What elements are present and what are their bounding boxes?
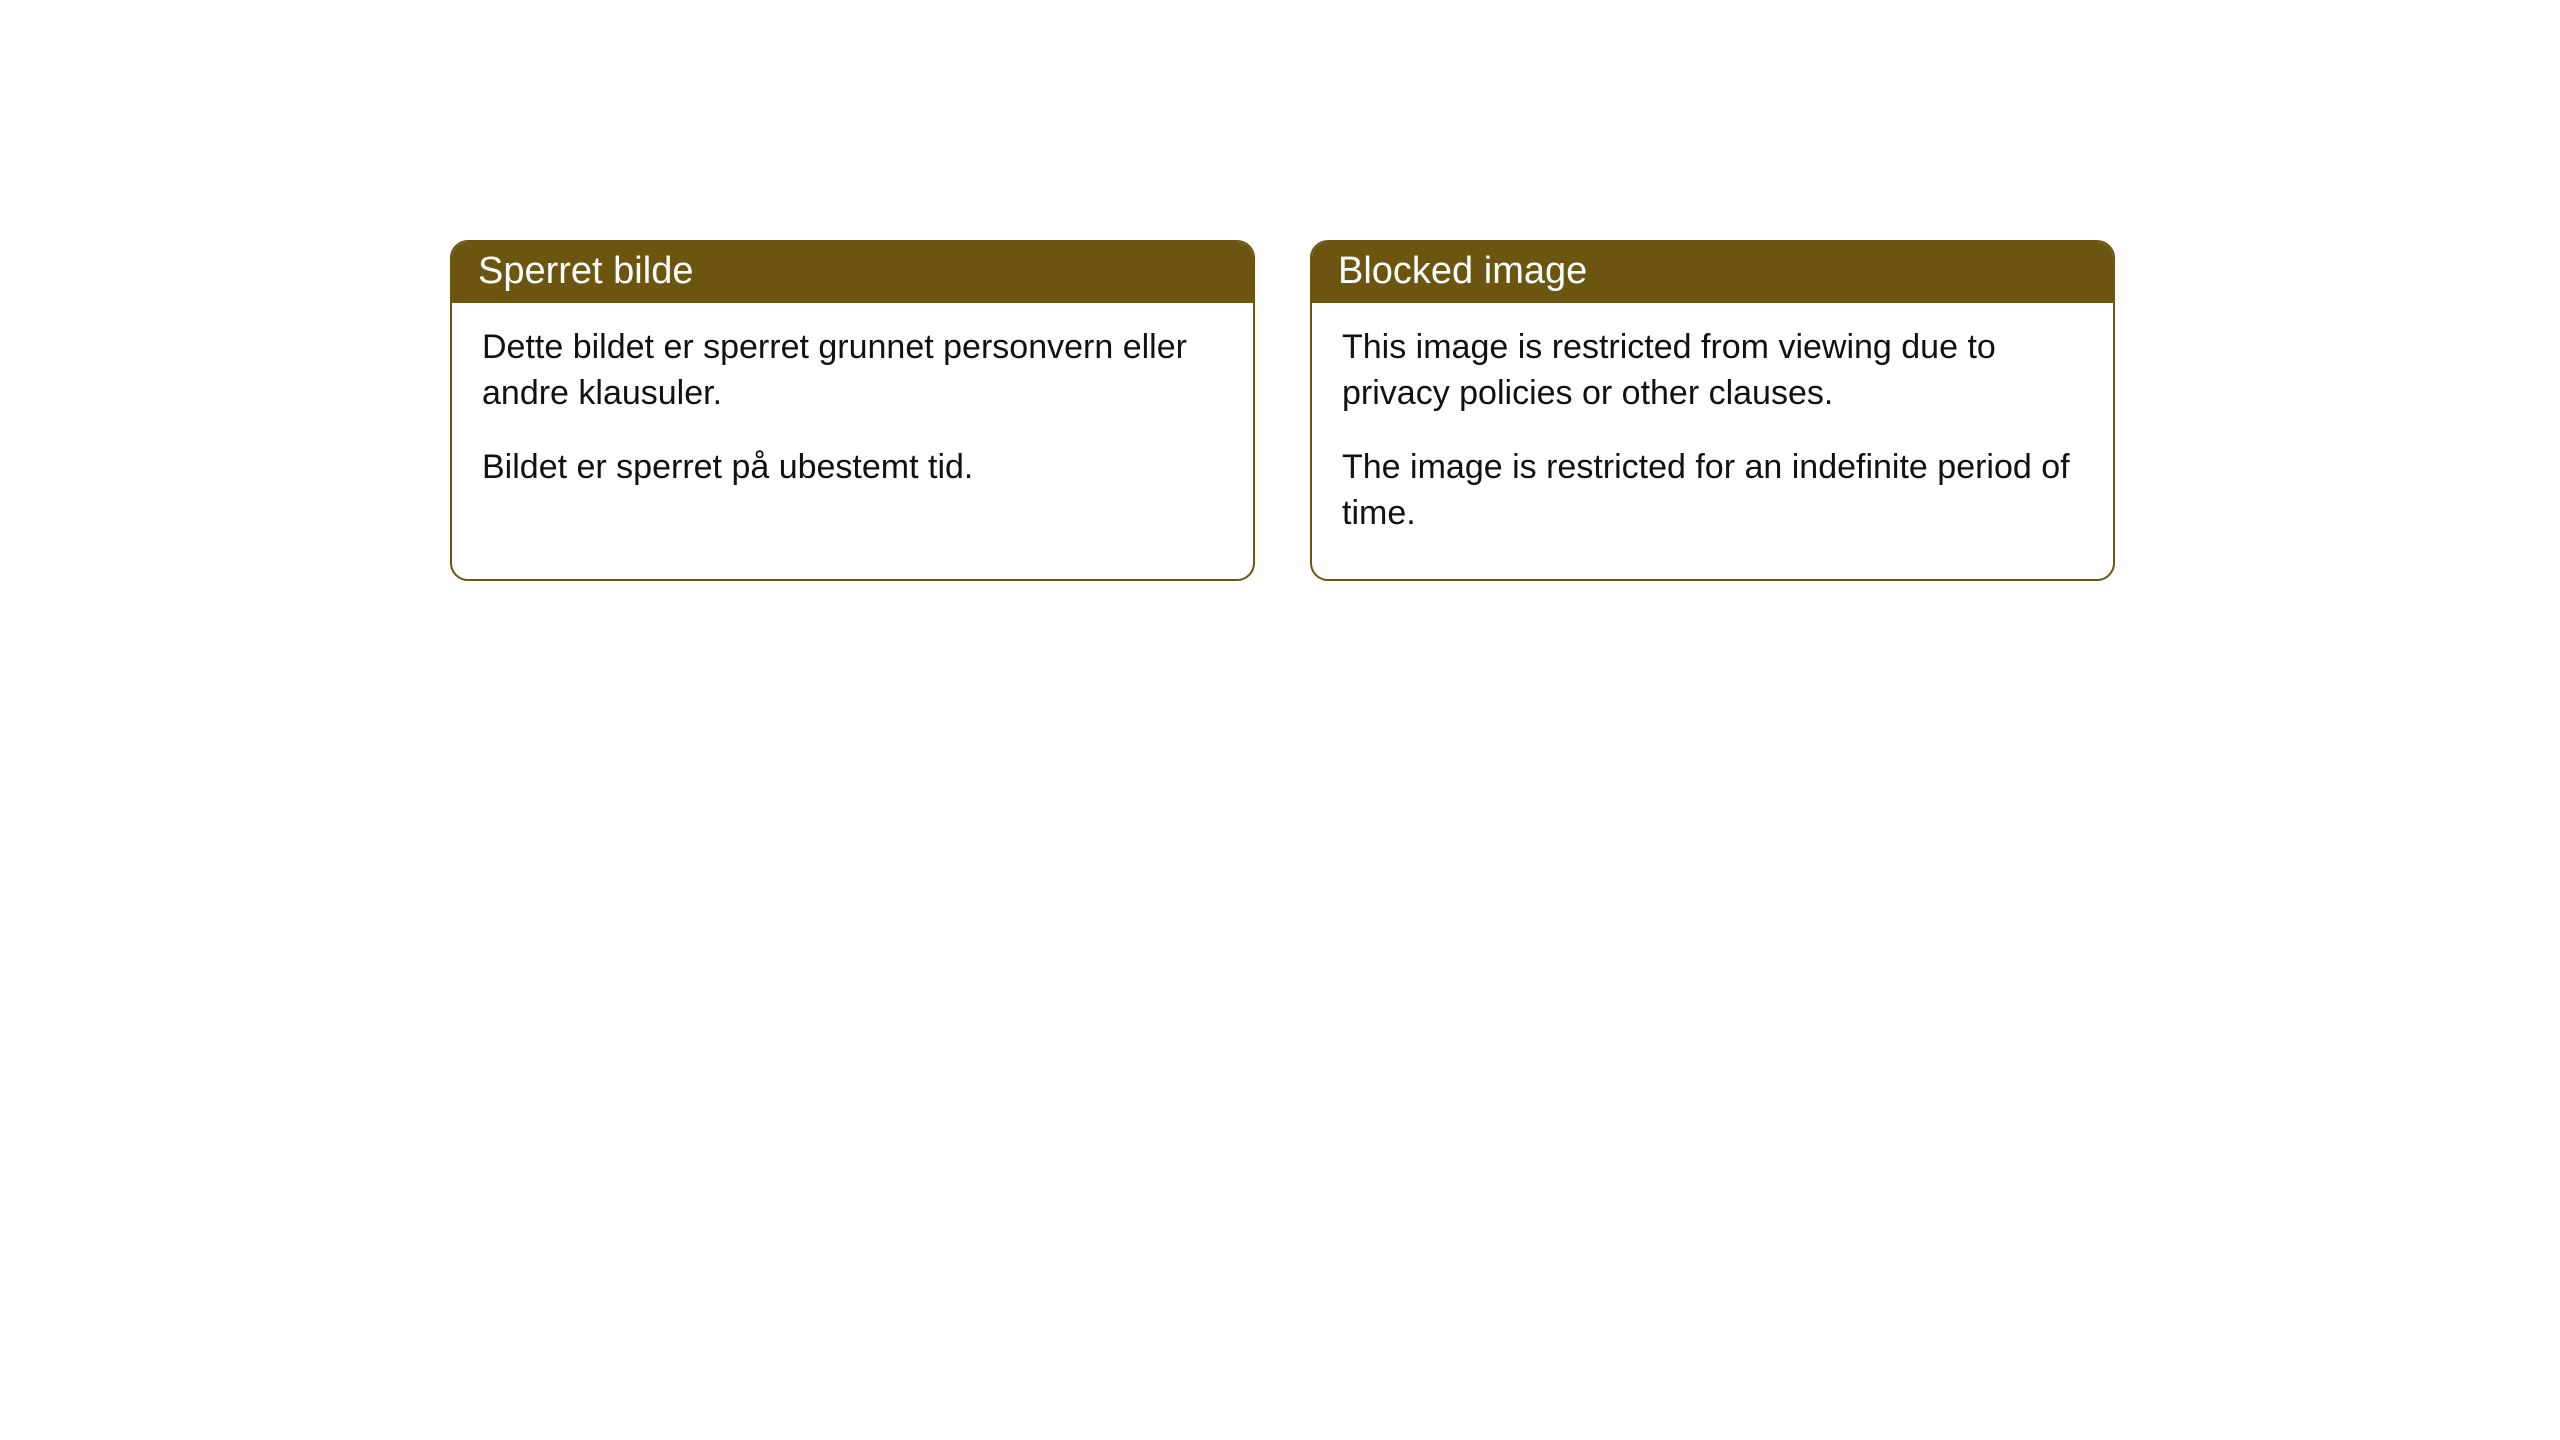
card-paragraph: Bildet er sperret på ubestemt tid.	[482, 445, 1227, 491]
card-norwegian: Sperret bilde Dette bildet er sperret gr…	[450, 240, 1255, 581]
card-paragraph: Dette bildet er sperret grunnet personve…	[482, 325, 1227, 417]
card-header-norwegian: Sperret bilde	[452, 242, 1253, 303]
card-body-english: This image is restricted from viewing du…	[1312, 303, 2113, 579]
cards-container: Sperret bilde Dette bildet er sperret gr…	[450, 240, 2115, 581]
card-paragraph: The image is restricted for an indefinit…	[1342, 445, 2087, 537]
card-header-english: Blocked image	[1312, 242, 2113, 303]
card-paragraph: This image is restricted from viewing du…	[1342, 325, 2087, 417]
card-body-norwegian: Dette bildet er sperret grunnet personve…	[452, 303, 1253, 533]
card-english: Blocked image This image is restricted f…	[1310, 240, 2115, 581]
